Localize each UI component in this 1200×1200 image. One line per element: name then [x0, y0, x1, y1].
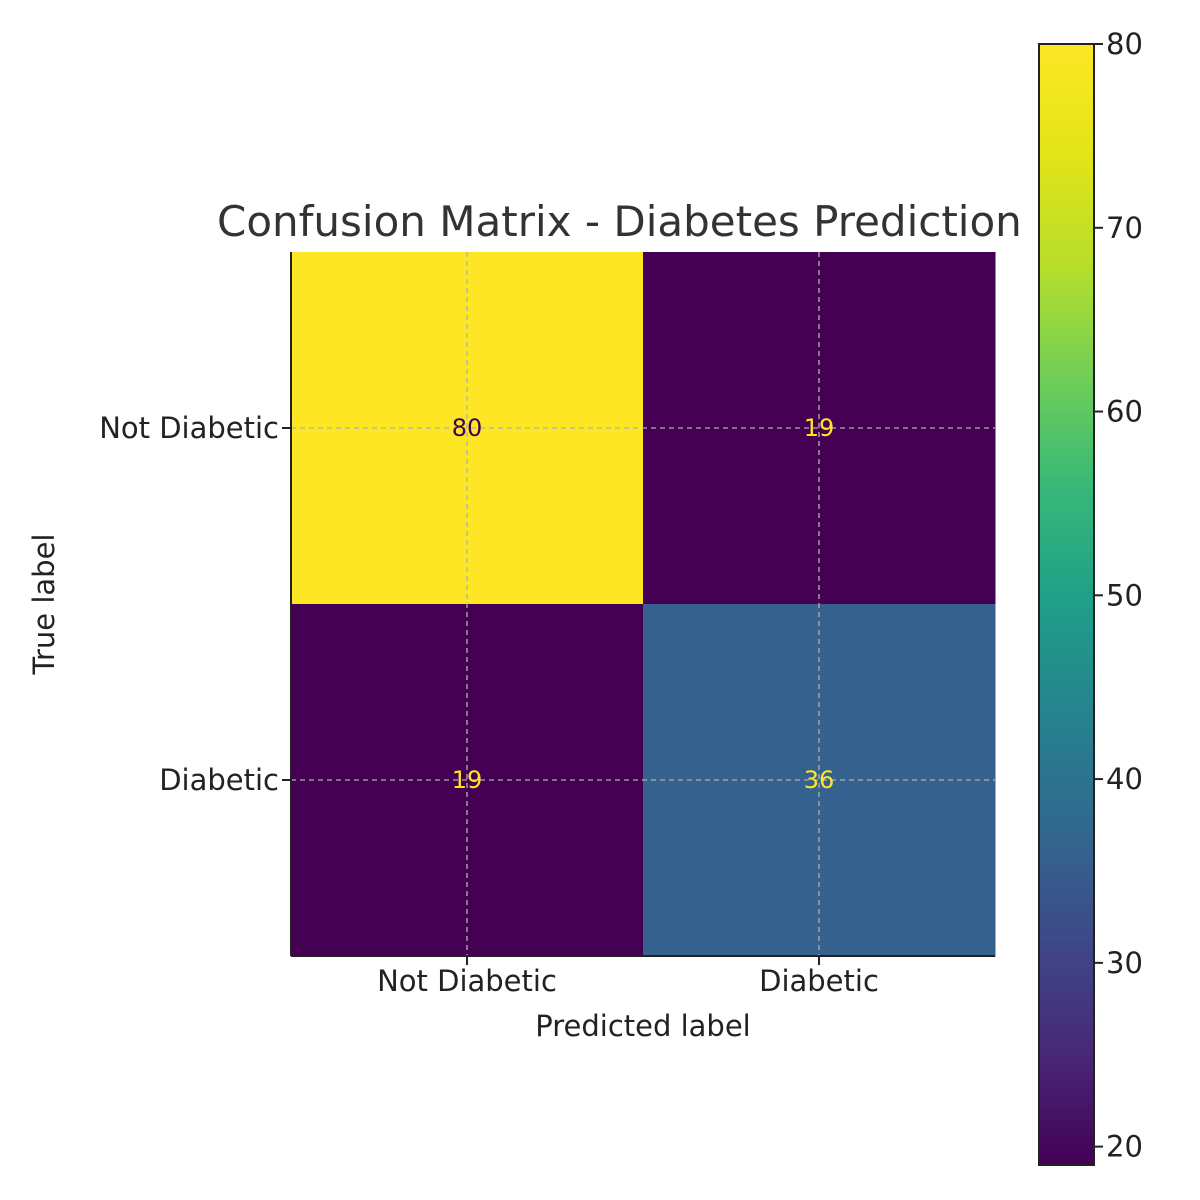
heatmap-cell-1-1: [643, 604, 996, 957]
colorbar: 20 30 40 50 60 70 80: [1038, 27, 1143, 1166]
colorbar-tick-label: 80: [1106, 27, 1143, 61]
grid-lines: [291, 252, 995, 956]
cell-value-0-0: 80: [452, 414, 483, 442]
x-tick-label: Not Diabetic: [377, 964, 557, 998]
heatmap-cells: [291, 252, 996, 957]
cell-value-1-1: 36: [804, 766, 835, 794]
cell-value-0-1: 19: [804, 414, 835, 442]
colorbar-ticks: 20 30 40 50 60 70 80: [1094, 27, 1143, 1164]
colorbar-tick-label: 70: [1106, 211, 1143, 245]
chart-title: Confusion Matrix - Diabetes Prediction: [217, 197, 1022, 246]
colorbar-tick-label: 30: [1106, 946, 1143, 980]
colorbar-tick-label: 40: [1106, 762, 1143, 796]
y-tick-label: Not Diabetic: [99, 411, 279, 445]
colorbar-tick-label: 60: [1106, 395, 1143, 429]
cell-value-1-0: 19: [452, 766, 483, 794]
colorbar-gradient: [1038, 43, 1095, 1166]
y-axis-ticks: Not Diabetic Diabetic: [99, 411, 291, 797]
y-tick-label: Diabetic: [159, 763, 279, 797]
cell-value-labels: 80 19 19 36: [452, 414, 835, 794]
x-axis-label: Predicted label: [535, 1009, 751, 1043]
x-axis-ticks: Not Diabetic Diabetic: [377, 956, 879, 998]
x-tick-label: Diabetic: [759, 964, 879, 998]
y-axis-label: True label: [27, 534, 61, 676]
colorbar-tick-label: 50: [1106, 578, 1143, 612]
colorbar-tick-label: 20: [1106, 1130, 1143, 1164]
